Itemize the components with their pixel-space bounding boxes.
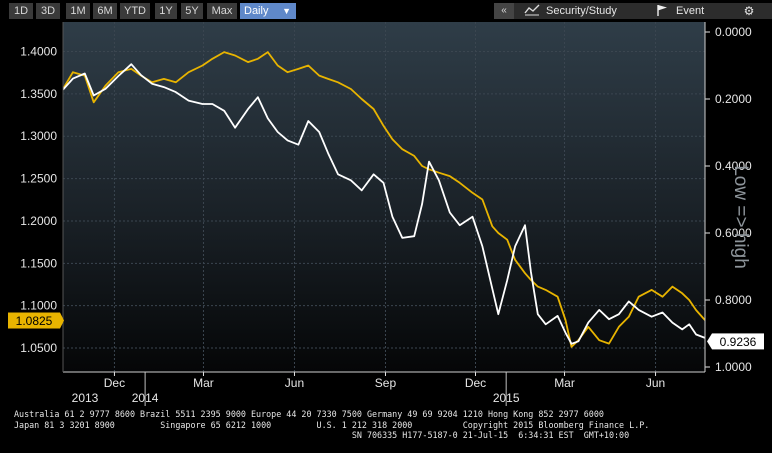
left-tick-label: 1.2500 <box>20 172 57 186</box>
period-3d-button[interactable]: 3D <box>36 3 60 19</box>
security-study-label: Security/Study <box>546 5 617 17</box>
settings-button[interactable]: ⚙ <box>734 3 764 19</box>
left-tick-label: 1.0500 <box>20 341 57 355</box>
month-tick-label: Jun <box>285 376 304 390</box>
flag-icon <box>657 5 667 16</box>
frequency-select[interactable]: Daily ▼ <box>240 3 296 19</box>
month-tick-label: Jun <box>646 376 665 390</box>
series-layer <box>63 51 705 348</box>
footer: Australia 61 2 9777 8600 Brazil 5511 239… <box>0 406 772 453</box>
right-tick-label: 0.0000 <box>715 25 752 39</box>
month-tick-label: Mar <box>193 376 214 390</box>
event-label: Event <box>676 5 705 17</box>
yellow-series-line <box>63 51 705 348</box>
yellow-last-tag-pointer <box>707 333 712 350</box>
period-ytd-button[interactable]: YTD <box>120 3 150 19</box>
year-tick-label: 2013 <box>72 391 99 405</box>
yellow-last-value: 0.9236 <box>720 335 757 349</box>
footer-sn-line: SN 706335 H177-5187-0 21-Jul-15 6:34:31 … <box>14 430 630 440</box>
gear-icon: ⚙ <box>743 4 755 18</box>
period-max-button[interactable]: Max <box>207 3 237 19</box>
security-study-button[interactable]: Security/Study <box>524 3 617 19</box>
left-tick-label: 1.3000 <box>20 129 57 143</box>
white-last-tag-pointer <box>60 312 64 329</box>
period-1m-button[interactable]: 1M <box>66 3 90 19</box>
month-tick-label: Dec <box>104 376 125 390</box>
axes <box>62 22 710 406</box>
toolbar-actions: « Security/Study Event ⚙ <box>494 3 772 19</box>
axis-labels: 1.4000 1.3500 1.3000 1.2500 1.2000 1.1500 1.10… <box>8 25 764 405</box>
footer-contacts-line: Australia 61 2 9777 8600 Brazil 5511 239… <box>14 409 604 419</box>
year-tick-label: 2014 <box>132 391 159 405</box>
left-tick-label: 1.4000 <box>20 44 57 58</box>
white-last-tag <box>8 312 60 329</box>
chart-study-icon <box>524 4 540 16</box>
period-1d-button[interactable]: 1D <box>9 3 33 19</box>
white-series-line <box>63 63 705 345</box>
year-tick-label: 2015 <box>493 391 520 405</box>
right-tick-label: 1.0000 <box>715 360 752 374</box>
right-tick-label: 0.4000 <box>715 159 752 173</box>
left-tick-label: 1.1500 <box>20 256 57 270</box>
collapse-button[interactable]: « <box>494 3 514 19</box>
left-tick-label: 1.2000 <box>20 214 57 228</box>
left-tick-label: 1.1000 <box>20 299 57 313</box>
white-last-value: 1.0825 <box>16 314 53 328</box>
footer-copyright-line: Japan 81 3 3201 8900 Singapore 65 6212 1… <box>14 419 650 430</box>
caret-down-icon: ▼ <box>282 6 291 16</box>
month-tick-label: Mar <box>554 376 575 390</box>
yellow-last-tag <box>712 333 764 350</box>
right-tick-label: 0.2000 <box>715 92 752 106</box>
period-6m-button[interactable]: 6M <box>93 3 117 19</box>
left-tick-label: 1.3500 <box>20 87 57 101</box>
grid <box>63 22 705 372</box>
month-tick-label: Dec <box>465 376 486 390</box>
frequency-value: Daily <box>244 5 269 17</box>
right-axis-title: Low => high <box>730 165 751 269</box>
month-tick-label: Sep <box>375 376 397 390</box>
chart: 1.4000 1.3500 1.3000 1.2500 1.2000 1.1500 1.10… <box>8 22 764 406</box>
period-1y-button[interactable]: 1Y <box>155 3 177 19</box>
period-5y-button[interactable]: 5Y <box>181 3 203 19</box>
right-tick-label: 0.6000 <box>715 226 752 240</box>
right-tick-label: 0.8000 <box>715 293 752 307</box>
event-button[interactable]: Event <box>656 3 704 19</box>
toolbar: 1D 3D 1M 6M YTD 1Y 5Y Max Daily ▼ « Secu… <box>0 0 772 22</box>
